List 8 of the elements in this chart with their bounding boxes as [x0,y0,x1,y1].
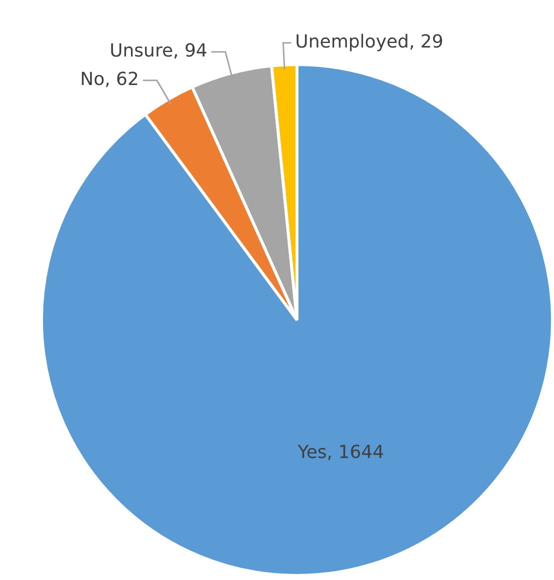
data-label: , 1644 [326,442,384,464]
slice-label: No [80,69,105,90]
slice-label: Unsure [110,40,174,62]
data-label: , 94 [173,40,208,62]
slice-label: Yes [296,442,327,464]
data-label: , 62 [104,69,139,90]
data-label: , 29 [408,32,444,53]
slice-label: Unemployed [295,32,409,53]
